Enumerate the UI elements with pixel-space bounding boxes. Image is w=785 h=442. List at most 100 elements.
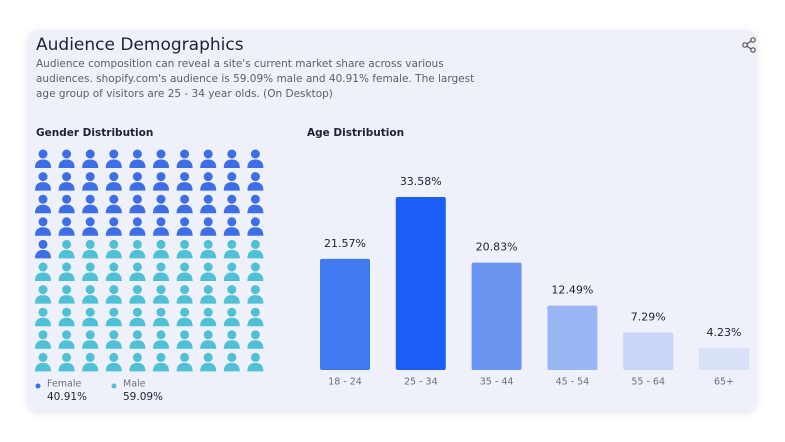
icon-body [35, 159, 51, 168]
person-icon [35, 194, 51, 214]
icon-head [132, 262, 142, 272]
person-icon [129, 217, 146, 236]
icon-body [129, 204, 146, 214]
person-icon [223, 149, 240, 168]
icon-head [85, 239, 95, 249]
icon-head [250, 307, 260, 317]
icon-body [223, 362, 240, 372]
icon-head [203, 262, 213, 272]
person-icon [176, 285, 193, 304]
person-icon [82, 352, 99, 372]
person-icon [176, 330, 193, 349]
icon-head [38, 194, 48, 204]
icon-body [223, 159, 240, 168]
icon-head [180, 172, 190, 182]
icon-body [82, 204, 99, 214]
person-icon [176, 149, 193, 168]
icon-head [180, 262, 190, 272]
icon-head [250, 330, 260, 340]
person-icon [35, 172, 51, 191]
icon-head [250, 285, 260, 295]
icon-head [227, 239, 237, 249]
icon-body [153, 204, 169, 214]
icon-head [203, 194, 213, 204]
icon-body [129, 317, 146, 327]
icon-body [82, 295, 99, 304]
icon-body [200, 249, 217, 259]
icon-head [227, 194, 237, 204]
icon-body [129, 227, 146, 236]
icon-head [250, 217, 260, 227]
icon-body [200, 317, 217, 327]
icon-body [35, 227, 51, 236]
person-icon [35, 285, 51, 304]
icon-body [176, 182, 193, 191]
bar [699, 348, 749, 370]
icon-head [109, 194, 119, 204]
person-icon [247, 172, 264, 191]
icon-head [203, 330, 213, 340]
icon-body [223, 182, 240, 191]
icon-head [156, 194, 166, 204]
share-icon[interactable] [742, 37, 756, 53]
icon-head [227, 307, 237, 317]
card-title: Audience Demographics [36, 35, 244, 55]
icon-head [156, 307, 166, 317]
icon-head [156, 285, 166, 295]
person-icon [82, 307, 99, 327]
icon-body [58, 182, 75, 191]
icon-body [58, 249, 75, 259]
person-icon [223, 239, 240, 259]
person-icon [247, 262, 264, 281]
icon-head [203, 352, 213, 362]
icon-head [156, 239, 166, 249]
icon-body [223, 272, 240, 281]
icon-head [62, 217, 72, 227]
person-icon [105, 194, 122, 214]
icon-head [156, 217, 166, 227]
icon-body [105, 249, 122, 259]
bar [395, 197, 446, 370]
icon-body [105, 204, 122, 214]
person-icon [200, 307, 217, 327]
icon-body [58, 362, 75, 372]
person-icon [223, 307, 240, 327]
icon-head [85, 285, 95, 295]
icon-body [176, 317, 193, 327]
icon-body [82, 272, 99, 281]
icon-body [35, 317, 51, 327]
legend-dot [111, 383, 117, 389]
person-icon [176, 307, 193, 327]
icon-head [85, 172, 95, 182]
icon-head [180, 330, 190, 340]
icon-head [180, 352, 190, 362]
person-icon [129, 352, 146, 372]
icon-body [223, 295, 240, 304]
icon-head [38, 285, 48, 295]
icon-head [132, 194, 142, 204]
bar-value-label: 20.83% [476, 241, 518, 254]
description: age group of visitors are 25 - 34 year o… [36, 88, 333, 100]
icon-body [223, 204, 240, 214]
person-icon [129, 149, 146, 168]
icon-head [132, 352, 142, 362]
icon-body [176, 340, 193, 349]
icon-body [176, 227, 193, 236]
icon-body [35, 182, 51, 191]
legend-value: 59.09% [123, 391, 163, 403]
person-icon [35, 262, 51, 281]
icon-head [109, 352, 119, 362]
icon-body [176, 362, 193, 372]
person-icon [82, 194, 99, 214]
person-icon [105, 330, 122, 349]
person-icon [129, 194, 146, 214]
icon-body [82, 249, 99, 259]
icon-head [62, 239, 72, 249]
person-icon [247, 352, 264, 372]
icon-head [203, 307, 213, 317]
person-icon [82, 262, 99, 281]
icon-body [82, 159, 99, 168]
chart-title: Gender Distribution [36, 127, 153, 139]
person-icon [35, 330, 51, 349]
